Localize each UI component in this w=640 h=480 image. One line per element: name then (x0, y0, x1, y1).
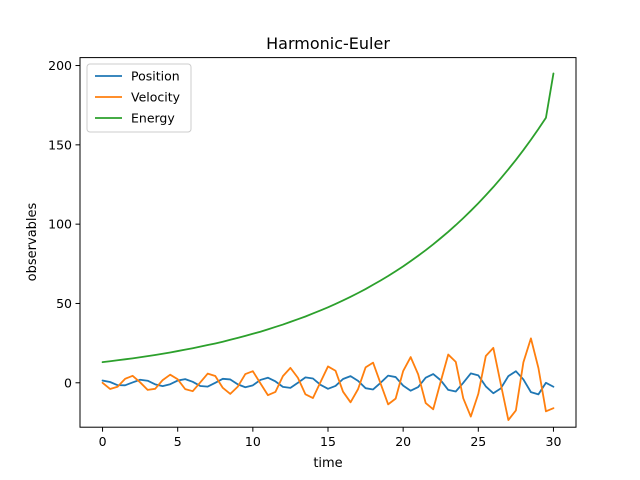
legend-box (86, 63, 192, 133)
series-layer (101, 72, 555, 421)
x-axis-ticks: 0 5 10 15 20 25 30 (99, 427, 562, 449)
x-tick-label: 5 (174, 434, 182, 449)
y-tick-label: 100 (48, 217, 72, 232)
series-line-energy (101, 72, 555, 364)
x-tick-label: 10 (245, 434, 261, 449)
legend-label-velocity: Velocity (131, 90, 181, 105)
plot-area (79, 57, 577, 428)
y-axis-ticks: 0 50 100 150 200 (48, 58, 80, 390)
x-tick-label: 30 (546, 434, 562, 449)
y-tick-label: 50 (56, 296, 72, 311)
chart-title: Harmonic-Euler (266, 34, 390, 53)
legend-label-energy: Energy (131, 111, 175, 126)
x-tick-label: 0 (99, 434, 107, 449)
x-tick-label: 25 (470, 434, 486, 449)
series-line-velocity (101, 337, 555, 421)
y-tick-label: 150 (48, 137, 72, 152)
y-tick-label: 200 (48, 58, 72, 73)
x-tick-label: 20 (395, 434, 411, 449)
x-axis-label: time (313, 456, 342, 471)
legend-label-position: Position (131, 69, 180, 84)
y-axis-label: observables (25, 202, 40, 281)
legend: Position Velocity Energy (86, 63, 192, 133)
y-tick-label: 0 (64, 375, 72, 390)
x-tick-label: 15 (320, 434, 336, 449)
